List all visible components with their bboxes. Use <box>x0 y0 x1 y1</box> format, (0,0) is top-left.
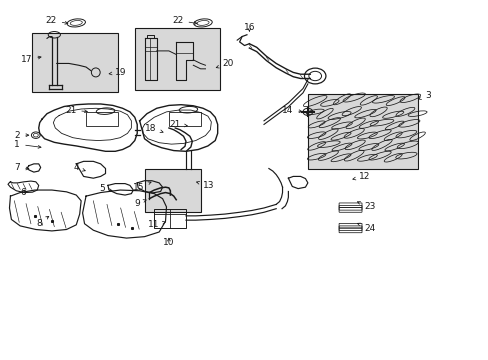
Bar <box>135 28 220 90</box>
Text: 14: 14 <box>281 105 301 114</box>
Text: 21: 21 <box>65 105 87 114</box>
Text: 22: 22 <box>45 16 68 25</box>
Text: 19: 19 <box>109 68 126 77</box>
Bar <box>154 209 185 228</box>
Text: 17: 17 <box>21 55 41 64</box>
Text: 2: 2 <box>15 131 29 140</box>
Text: 1: 1 <box>15 140 41 149</box>
Text: 20: 20 <box>216 59 233 68</box>
Bar <box>307 94 417 169</box>
Text: 24: 24 <box>357 223 374 233</box>
Bar <box>168 112 200 126</box>
Text: 5: 5 <box>100 184 112 193</box>
Bar <box>86 112 118 126</box>
Text: 12: 12 <box>352 172 370 181</box>
Text: 15: 15 <box>133 182 151 192</box>
Bar <box>32 33 118 92</box>
Text: 10: 10 <box>163 238 174 247</box>
Text: 18: 18 <box>145 123 163 132</box>
Text: 21: 21 <box>169 120 187 129</box>
Text: 23: 23 <box>357 202 375 211</box>
Text: 3: 3 <box>418 91 430 100</box>
Text: 9: 9 <box>134 199 146 208</box>
Text: 7: 7 <box>15 163 29 172</box>
Text: 13: 13 <box>196 181 214 190</box>
Text: 6: 6 <box>20 188 26 197</box>
Bar <box>144 169 200 212</box>
Text: 16: 16 <box>243 23 255 32</box>
Text: 8: 8 <box>36 216 49 228</box>
Text: 22: 22 <box>172 16 197 25</box>
Text: 4: 4 <box>73 163 85 172</box>
Text: 11: 11 <box>147 220 165 229</box>
